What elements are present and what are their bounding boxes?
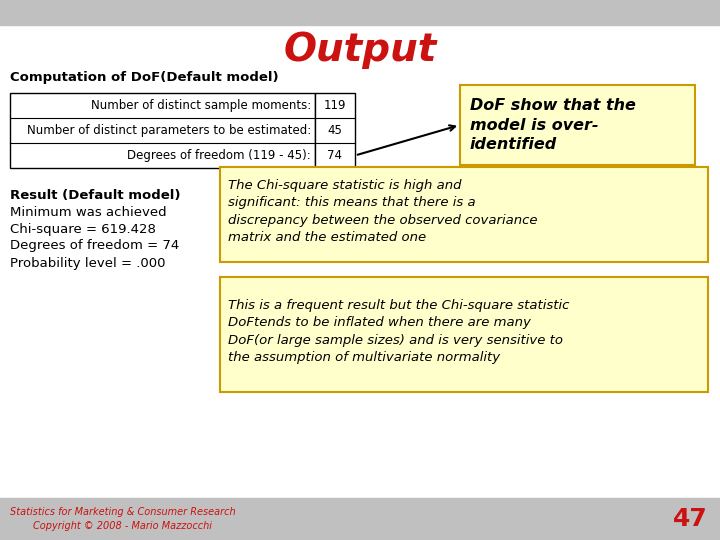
Text: Number of distinct parameters to be estimated:: Number of distinct parameters to be esti…	[27, 124, 311, 137]
Bar	[460, 85, 695, 165]
Text: Result (Default model): Result (Default model)	[10, 188, 181, 201]
Text: 47: 47	[673, 507, 708, 531]
Text: DoF show that the
model is over-
identified: DoF show that the model is over- identif…	[470, 98, 636, 152]
Text: 74: 74	[328, 149, 343, 162]
Bar	[220, 167, 708, 262]
Bar	[0, 0, 720, 25]
Text: Output: Output	[283, 31, 437, 69]
Text: Chi-square = 619.428: Chi-square = 619.428	[10, 222, 156, 235]
Text: This is a frequent result but the Chi-square statistic
DoFtends to be inflated w: This is a frequent result but the Chi-sq…	[228, 299, 570, 364]
Text: Number of distinct sample moments:: Number of distinct sample moments:	[91, 99, 311, 112]
Bar	[220, 277, 708, 392]
Bar	[0, 498, 720, 540]
Text: Degrees of freedom (119 - 45):: Degrees of freedom (119 - 45):	[127, 149, 311, 162]
Bar	[315, 93, 355, 168]
Text: Degrees of freedom = 74: Degrees of freedom = 74	[10, 240, 179, 253]
Text: The Chi-square statistic is high and
significant: this means that there is a
dis: The Chi-square statistic is high and sig…	[228, 179, 538, 244]
Text: Minimum was achieved: Minimum was achieved	[10, 206, 166, 219]
Text: Statistics for Marketing & Consumer Research
Copyright © 2008 - Mario Mazzocchi: Statistics for Marketing & Consumer Rese…	[10, 508, 235, 531]
Text: Probability level = .000: Probability level = .000	[10, 256, 166, 269]
Text: 45: 45	[328, 124, 343, 137]
Bar	[10, 93, 315, 168]
Text: Computation of DoF(Default model): Computation of DoF(Default model)	[10, 71, 279, 84]
Text: 119: 119	[324, 99, 346, 112]
